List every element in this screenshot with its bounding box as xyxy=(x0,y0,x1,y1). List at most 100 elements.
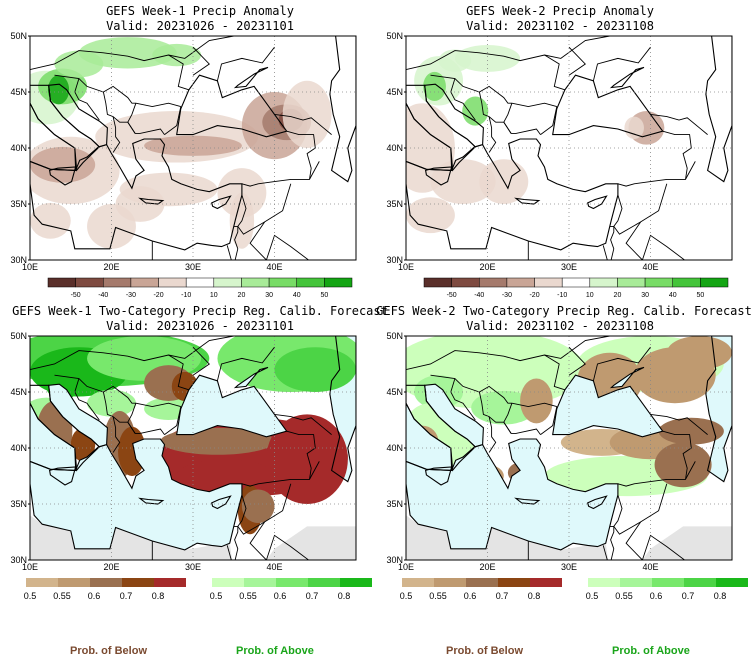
below-colorbar-tick-label: 0.5 xyxy=(24,591,37,600)
colorbar-swatch xyxy=(644,277,673,288)
probability-area xyxy=(520,378,553,424)
colorbar-swatch xyxy=(130,277,159,288)
anomaly-area xyxy=(144,135,242,156)
colorbar-tick-label: 30 xyxy=(265,292,273,299)
probability-area xyxy=(658,417,724,445)
colorbar-tick-label: 50 xyxy=(696,292,704,299)
below-colorbar-tick-label: 0.8 xyxy=(528,591,541,600)
probability-area xyxy=(241,489,275,524)
above-colorbar-tick-label: 0.7 xyxy=(306,591,319,600)
below-colorbar-tick-label: 0.8 xyxy=(152,591,165,600)
below-colorbar-swatch xyxy=(26,578,58,587)
lat-tick-label: 50N xyxy=(10,331,27,341)
anomaly-area xyxy=(47,75,70,105)
panel-valid-dates: Valid: 20231026 - 20231101 xyxy=(106,19,294,33)
colorbar-swatch xyxy=(185,277,215,288)
below-colorbar-tick-label: 0.6 xyxy=(464,591,477,600)
above-colorbar-swatch xyxy=(308,578,340,587)
lon-tick-label: 20E xyxy=(103,562,119,572)
lon-tick-label: 10E xyxy=(22,562,38,572)
probability-area xyxy=(654,442,712,488)
below-colorbar-tick-label: 0.55 xyxy=(53,591,71,600)
panel-valid-dates: Valid: 20231102 - 20231108 xyxy=(466,319,654,333)
below-colorbar-tick-label: 0.7 xyxy=(120,591,133,600)
colorbar-tick-label: -30 xyxy=(502,292,512,299)
lat-tick-label: 50N xyxy=(10,31,27,41)
below-colorbar-swatch xyxy=(498,578,530,587)
lon-tick-label: 30E xyxy=(185,262,201,272)
lon-tick-label: 20E xyxy=(479,262,495,272)
anomaly-area xyxy=(30,146,96,183)
lon-tick-label: 40E xyxy=(642,562,658,572)
lat-tick-label: 45N xyxy=(386,87,403,97)
above-colorbar-swatch xyxy=(340,578,372,587)
above-colorbar-swatch xyxy=(652,578,684,587)
panel-valid-dates: Valid: 20231026 - 20231101 xyxy=(106,319,294,333)
lat-tick-label: 50N xyxy=(386,331,403,341)
anomaly-area xyxy=(423,71,446,101)
colorbar-swatch xyxy=(241,277,270,288)
colorbar-swatch xyxy=(103,277,132,288)
panel-title: GEFS Week-2 Precip Anomaly xyxy=(466,4,654,18)
above-colorbar-swatch xyxy=(276,578,308,587)
lon-tick-label: 10E xyxy=(22,262,38,272)
colorbar-swatch xyxy=(451,277,480,288)
anomaly-area xyxy=(115,186,165,222)
colorbar-tick-label: -20 xyxy=(153,292,163,299)
colorbar-swatch xyxy=(423,277,452,288)
above-colorbar-tick-label: 0.55 xyxy=(615,591,633,600)
colorbar-tick-label: -10 xyxy=(557,292,567,299)
below-colorbar-swatch xyxy=(434,578,466,587)
footer-above-label: Prob. of Above xyxy=(612,645,690,657)
below-colorbar-swatch xyxy=(402,578,434,587)
colorbar-tick-label: -50 xyxy=(447,292,457,299)
lat-tick-label: 35N xyxy=(386,499,403,509)
anomaly-area xyxy=(282,80,332,148)
lat-tick-label: 30N xyxy=(386,255,403,265)
lat-tick-label: 40N xyxy=(10,143,27,153)
colorbar-tick-label: 20 xyxy=(614,292,622,299)
colorbar-tick-label: -10 xyxy=(181,292,191,299)
above-colorbar-tick-label: 0.8 xyxy=(338,591,351,600)
lat-tick-label: 50N xyxy=(386,31,403,41)
lon-tick-label: 30E xyxy=(561,562,577,572)
lon-tick-label: 30E xyxy=(185,562,201,572)
panel-valid-dates: Valid: 20231102 - 20231108 xyxy=(466,19,654,33)
colorbar-swatch xyxy=(700,277,729,288)
above-colorbar-tick-label: 0.5 xyxy=(210,591,223,600)
below-colorbar-swatch xyxy=(58,578,90,587)
colorbar-tick-label: 40 xyxy=(293,292,301,299)
below-colorbar-swatch xyxy=(154,578,186,587)
above-colorbar-tick-label: 0.5 xyxy=(586,591,599,600)
colorbar-swatch xyxy=(479,277,508,288)
panel-title: GEFS Week-2 Two-Category Precip Reg. Cal… xyxy=(376,304,752,318)
anomaly-area xyxy=(78,37,177,69)
lat-tick-label: 35N xyxy=(10,199,27,209)
lat-tick-label: 30N xyxy=(10,255,27,265)
lat-tick-label: 35N xyxy=(10,499,27,509)
above-colorbar-tick-label: 0.7 xyxy=(682,591,695,600)
colorbar-tick-label: -40 xyxy=(474,292,484,299)
colorbar-tick-label: -20 xyxy=(529,292,539,299)
lon-tick-label: 10E xyxy=(398,562,414,572)
colorbar-swatch xyxy=(47,277,76,288)
above-colorbar-swatch xyxy=(588,578,620,587)
above-colorbar-tick-label: 0.8 xyxy=(714,591,727,600)
above-colorbar-tick-label: 0.6 xyxy=(650,591,663,600)
panel-title: GEFS Week-1 Two-Category Precip Reg. Cal… xyxy=(12,304,388,318)
above-colorbar-tick-label: 0.6 xyxy=(274,591,287,600)
colorbar-swatch xyxy=(589,277,618,288)
anomaly-area xyxy=(438,49,472,72)
colorbar-swatch xyxy=(324,277,353,288)
above-colorbar-swatch xyxy=(620,578,652,587)
colorbar-tick-label: 50 xyxy=(320,292,328,299)
lon-tick-label: 20E xyxy=(479,562,495,572)
probability-area xyxy=(87,389,136,417)
colorbar-swatch xyxy=(561,277,591,288)
colorbar-swatch xyxy=(534,277,563,288)
panel-title: GEFS Week-1 Precip Anomaly xyxy=(106,4,294,18)
below-colorbar-swatch xyxy=(530,578,562,587)
